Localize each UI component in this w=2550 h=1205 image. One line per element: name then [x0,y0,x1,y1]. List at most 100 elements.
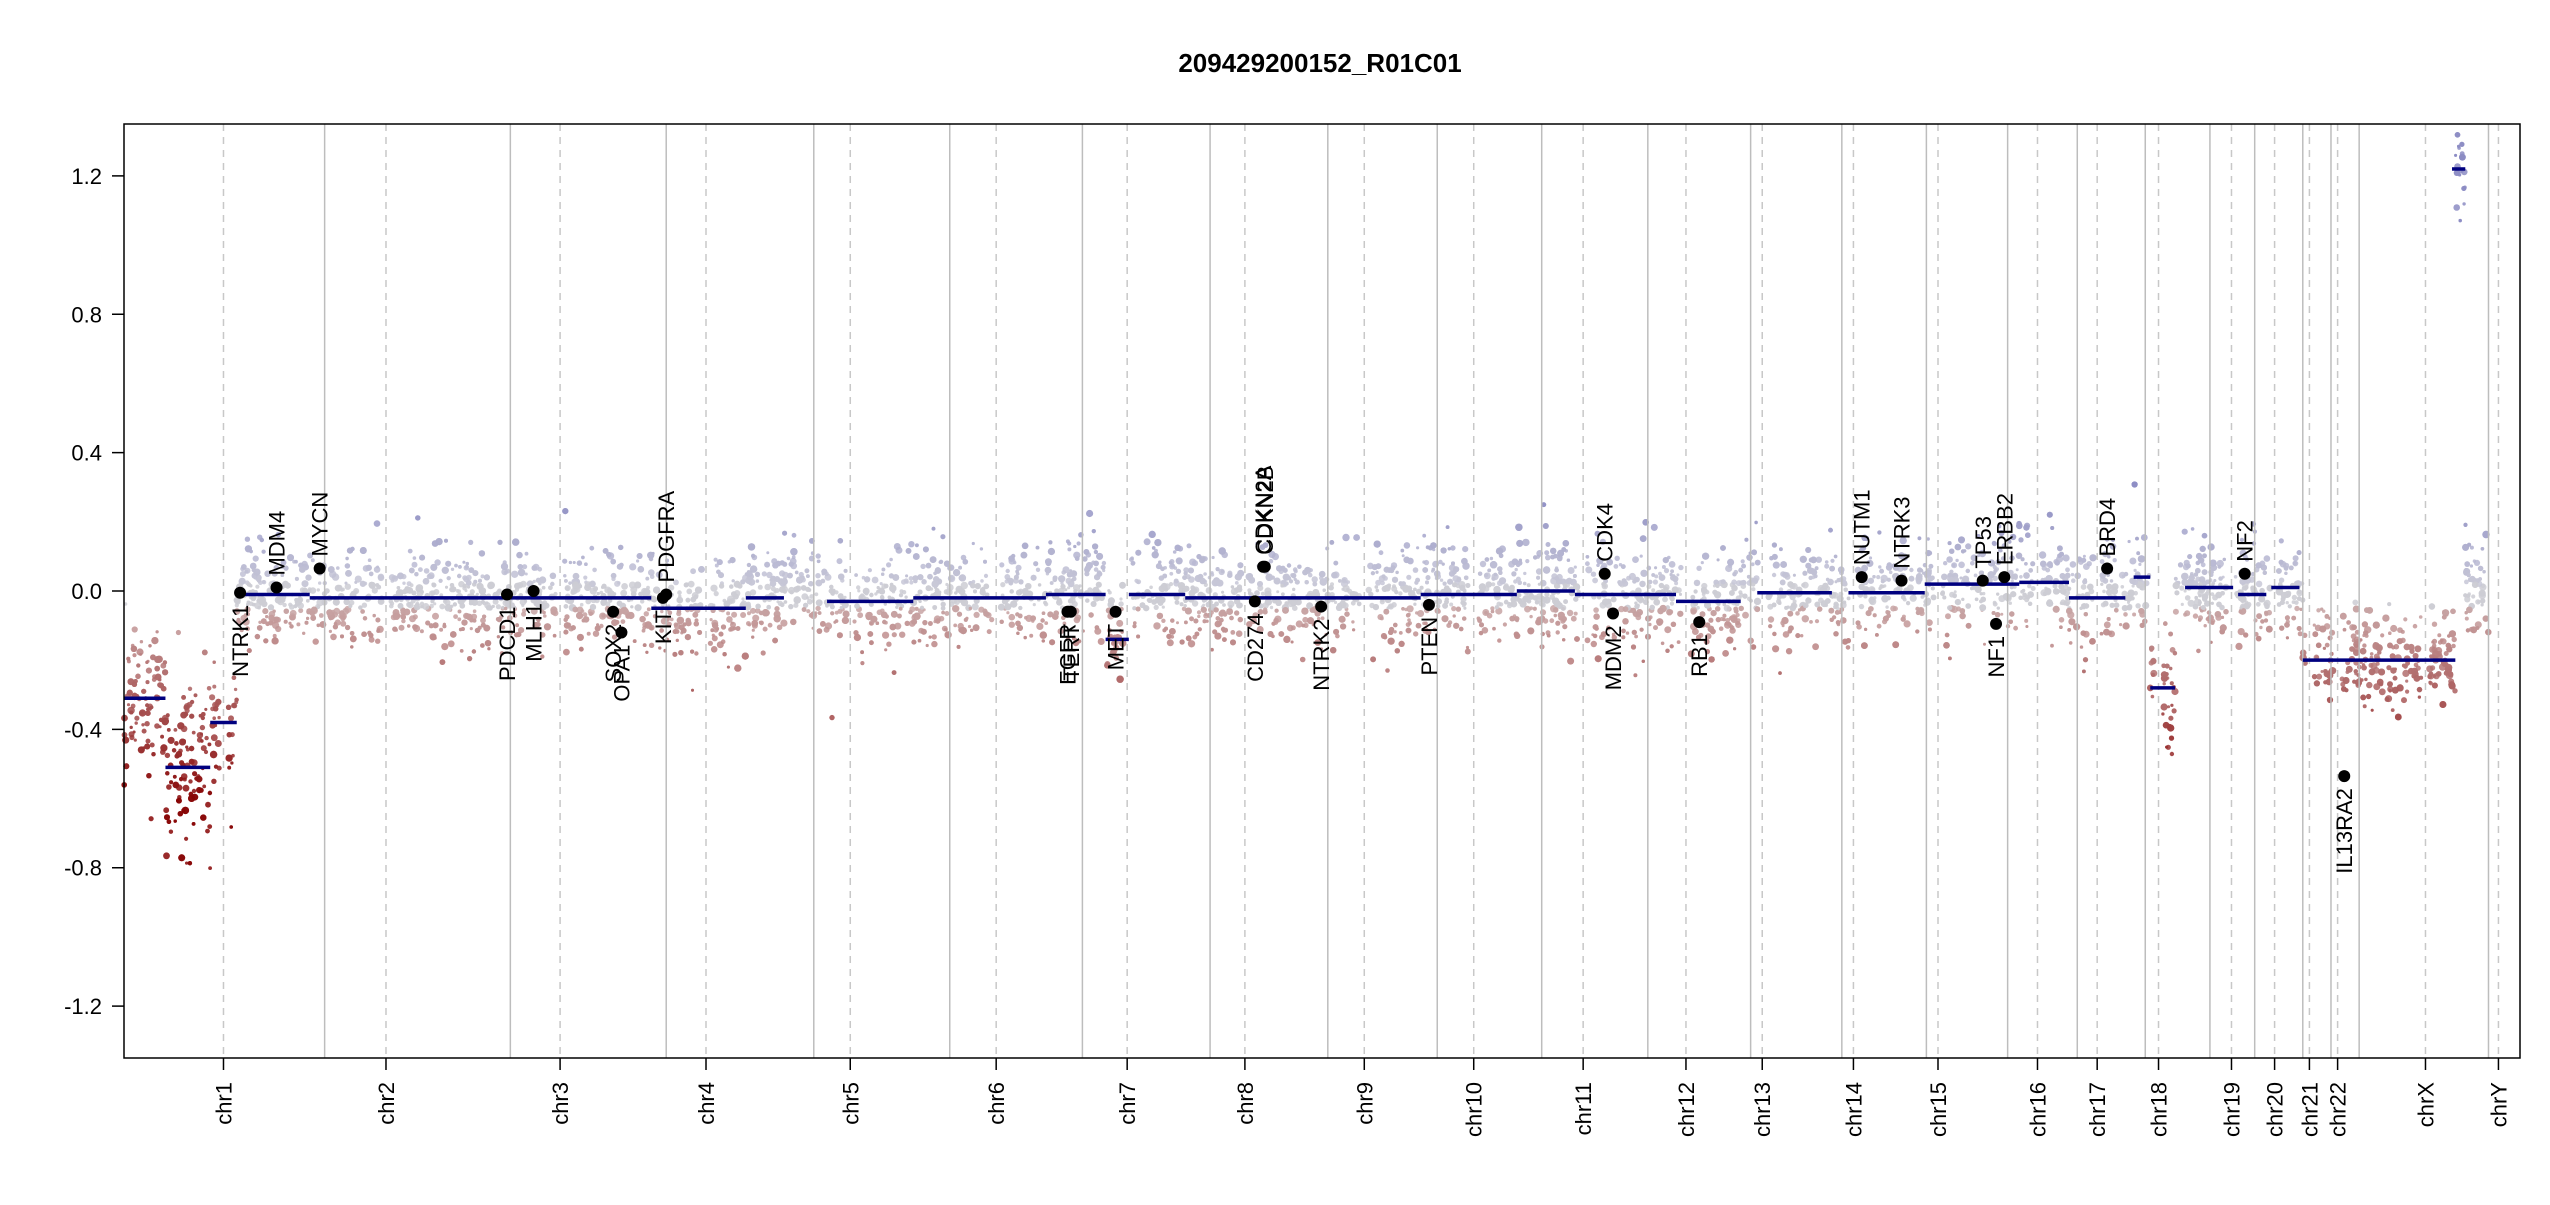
probe-point [836,558,843,565]
probe-point [466,574,472,581]
probe-point [1290,625,1296,631]
probe-point [1692,628,1699,635]
probe-point [2322,609,2326,613]
probe-point [2480,598,2486,604]
probe-point [184,836,189,841]
probe-point [1174,544,1181,551]
probe-point [1438,559,1443,565]
probe-point [2180,602,2184,607]
probe-point [983,573,989,579]
probe-point [2082,554,2086,558]
probe-point [139,640,144,644]
probe-point [1522,538,1530,547]
probe-point [1600,631,1607,638]
probe-point [2187,599,2195,607]
probe-point [518,627,525,634]
probe-point [583,575,588,580]
probe-point [2181,528,2188,535]
probe-point [958,565,962,570]
probe-point [2168,631,2174,637]
probe-point [1708,617,1714,623]
probe-point [1275,599,1282,606]
probe-point [1539,609,1547,616]
probe-point [1973,573,1978,578]
probe-point [728,627,733,632]
probe-point [1058,587,1065,595]
probe-point [1292,567,1298,572]
probe-point [239,571,246,577]
probe-point [2285,636,2289,640]
probe-point [564,579,568,583]
probe-point [1699,611,1706,618]
probe-point [2255,601,2261,607]
probe-point [1648,622,1652,627]
probe-point [1380,580,1385,586]
probe-point [141,723,145,727]
probe-point [1662,596,1668,603]
probe-point [694,586,703,594]
probe-point [1557,553,1561,557]
probe-point [1398,631,1403,635]
probe-point [1273,577,1281,585]
probe-point [842,601,849,609]
probe-point [884,648,888,652]
probe-point [1214,632,1222,640]
probe-point [971,541,975,546]
probe-point [2059,601,2064,605]
probe-point [1872,613,1877,618]
probe-point [2401,697,2407,704]
probe-point [2112,558,2117,563]
probe-point [1188,567,1194,574]
probe-point [1084,571,1090,577]
probe-point [2131,584,2135,588]
probe-point [2366,693,2372,700]
probe-point [1687,650,1695,658]
probe-point [154,723,160,729]
probe-point [1772,561,1780,569]
probe-point [349,635,357,643]
probe-point [1222,603,1226,607]
probe-point [1153,604,1159,611]
probe-point [272,609,276,613]
probe-point [2480,603,2484,607]
probe-point [2000,556,2006,561]
probe-point [1076,541,1081,546]
probe-point [191,788,197,794]
probe-point [210,734,218,742]
probe-point [2202,553,2207,559]
probe-point [1202,619,1207,624]
probe-point [205,801,211,808]
probe-point [1605,598,1612,604]
probe-point [899,631,906,638]
probe-point [2081,593,2085,597]
probe-point [187,686,193,691]
probe-point [309,587,317,594]
probe-point [134,721,138,725]
probe-point [881,596,885,600]
probe-point [1403,542,1411,549]
probe-point [1858,603,1865,610]
probe-point [1997,524,2002,529]
probe-point [1319,578,1328,586]
probe-point [2466,573,2471,578]
probe-point [1076,639,1082,644]
probe-point [749,589,757,596]
probe-point [1415,622,1422,629]
probe-point [211,778,217,784]
probe-point [1489,561,1498,569]
probe-point [1432,627,1437,632]
probe-point [722,652,727,657]
probe-point [458,565,462,569]
probe-point [791,532,797,538]
probe-point [1754,559,1761,566]
probe-point [188,758,195,765]
probe-point [1876,623,1882,629]
probe-point [2207,543,2215,551]
probe-point [2131,481,2138,488]
probe-point [1093,549,1098,555]
probe-point [2150,694,2155,699]
probe-point [1740,559,1745,564]
probe-point [1205,587,1213,594]
probe-point [1787,581,1794,588]
probe-point [2387,681,2393,687]
